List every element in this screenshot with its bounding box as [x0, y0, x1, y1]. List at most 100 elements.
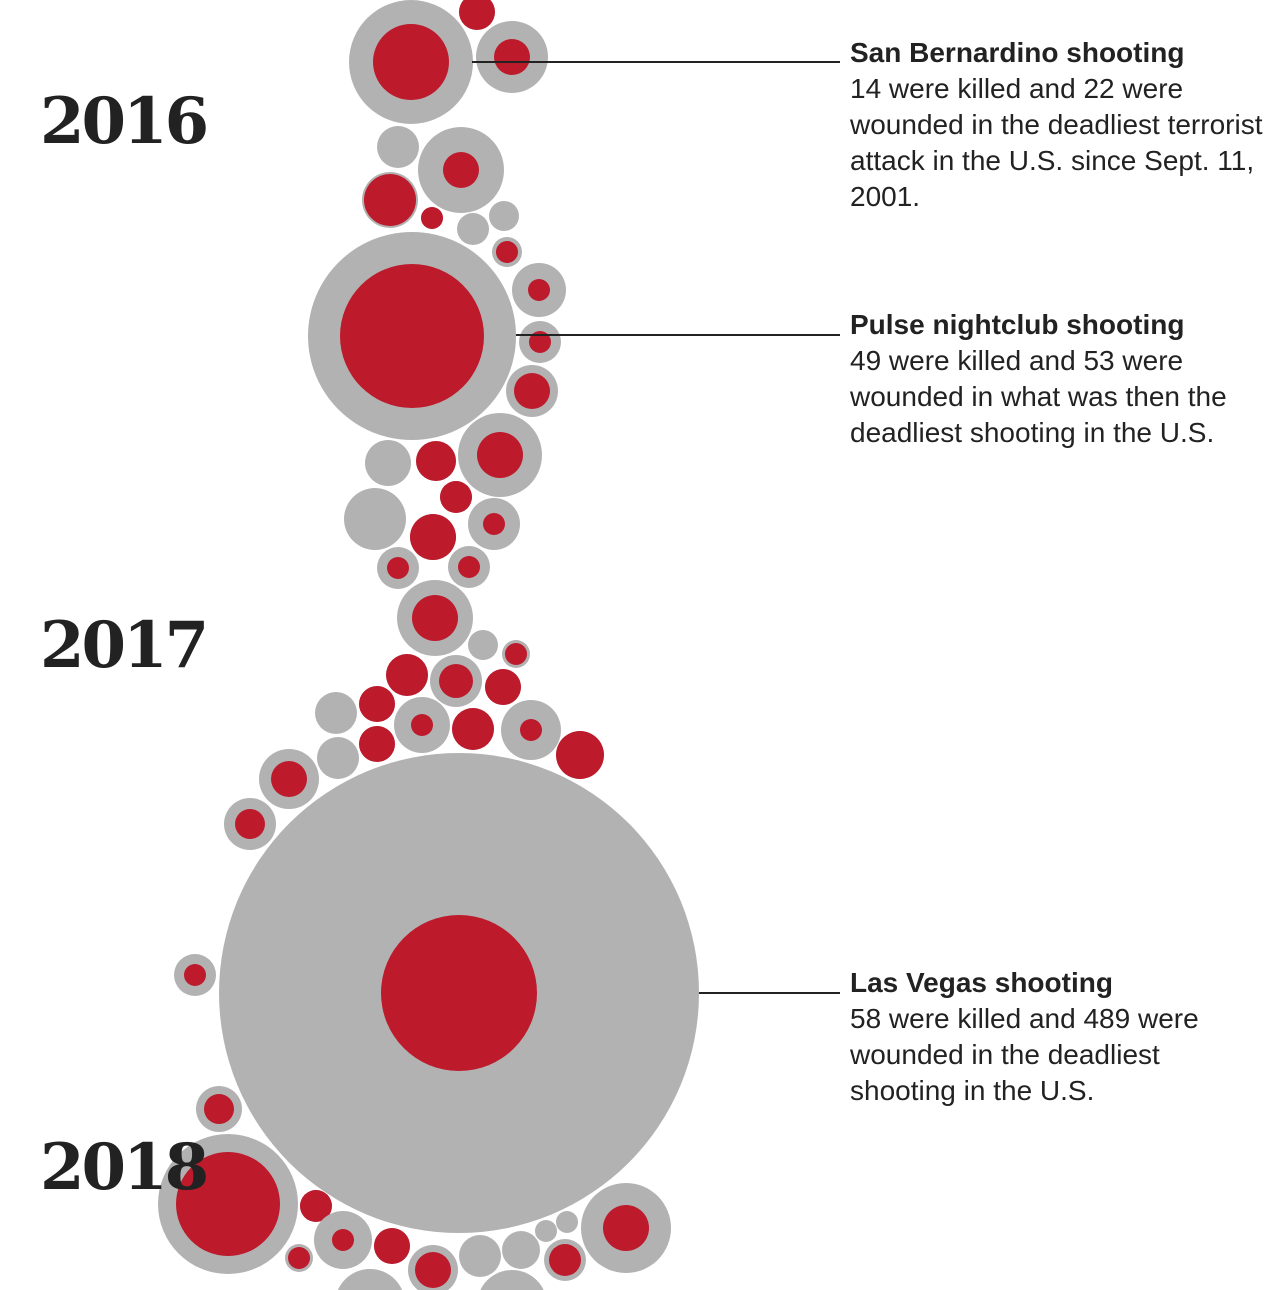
shooting-bubble [502, 640, 530, 668]
killed-circle [514, 373, 550, 409]
killed-circle [458, 556, 480, 578]
killed-circle [556, 731, 604, 779]
shooting-bubble [501, 700, 561, 760]
killed-circle [415, 1252, 451, 1288]
killed-circle [410, 514, 456, 560]
shooting-bubble [308, 232, 516, 440]
shooting-bubble [512, 263, 566, 317]
shooting-bubble [315, 692, 357, 734]
year-label-2017: 2017 [40, 608, 209, 683]
killed-circle [421, 207, 443, 229]
shooting-bubble [359, 726, 395, 762]
shooting-bubble [377, 547, 419, 589]
shooting-bubble [519, 321, 561, 363]
total-victims-circle [459, 1235, 501, 1277]
total-victims-circle [556, 1211, 578, 1233]
killed-circle [494, 39, 530, 75]
shooting-bubble [430, 655, 482, 707]
annotation-title: Las Vegas shooting [850, 967, 1113, 998]
total-victims-circle [468, 630, 498, 660]
year-label-2016: 2016 [40, 84, 209, 159]
shooting-bubble [314, 1211, 372, 1269]
killed-circle [374, 1228, 410, 1264]
total-victims-circle [480, 1270, 544, 1290]
total-victims-circle [344, 488, 406, 550]
killed-circle [300, 1190, 332, 1222]
total-victims-circle [489, 201, 519, 231]
killed-circle [288, 1247, 310, 1269]
shooting-bubble [440, 481, 472, 513]
killed-circle [340, 264, 484, 408]
total-victims-circle [337, 1269, 403, 1290]
killed-circle [459, 0, 495, 30]
shooting-bubble [344, 488, 406, 550]
killed-circle [386, 654, 428, 696]
killed-circle [439, 664, 473, 698]
killed-circle [411, 714, 433, 736]
total-victims-circle [365, 440, 411, 486]
shooting-bubble [359, 686, 395, 722]
shooting-bubble [448, 546, 490, 588]
killed-circle [359, 686, 395, 722]
killed-circle [477, 432, 523, 478]
shooting-bubble [394, 697, 450, 753]
shooting-bubble [174, 954, 216, 996]
shooting-bubble [259, 749, 319, 809]
killed-circle [387, 557, 409, 579]
shooting-bubble [485, 669, 521, 705]
shooting-bubble [408, 1245, 458, 1290]
killed-circle [549, 1244, 581, 1276]
shooting-bubble [377, 126, 419, 168]
killed-circle [496, 241, 518, 263]
shooting-bubble [285, 1244, 313, 1272]
shooting-bubble [492, 237, 522, 267]
killed-circle [505, 643, 527, 665]
shooting-bubble [219, 753, 699, 1233]
killed-circle [416, 441, 456, 481]
shooting-bubble [556, 731, 604, 779]
shooting-bubble [556, 1211, 578, 1233]
killed-circle [520, 719, 542, 741]
killed-circle [373, 24, 449, 100]
annotation-text: 49 were killed and 53 were wounded in wh… [850, 345, 1227, 448]
shooting-bubble [457, 213, 489, 245]
killed-circle [440, 481, 472, 513]
shooting-bubble [506, 365, 558, 417]
killed-circle [529, 331, 551, 353]
killed-circle [603, 1205, 649, 1251]
shooting-bubble [196, 1086, 242, 1132]
shooting-bubble [502, 1231, 540, 1269]
annotation-las-vegas: Las Vegas shooting 58 were killed and 48… [850, 965, 1270, 1109]
shooting-bubble [362, 172, 418, 228]
shooting-bubble [337, 1269, 403, 1290]
shooting-bubble [544, 1239, 586, 1281]
shooting-bubble [300, 1190, 332, 1222]
killed-circle [184, 964, 206, 986]
killed-circle [332, 1229, 354, 1251]
shooting-bubble [349, 0, 473, 124]
total-victims-circle [315, 692, 357, 734]
shooting-bubble [468, 498, 520, 550]
killed-circle [485, 669, 521, 705]
killed-circle [443, 152, 479, 188]
shooting-bubble [459, 1235, 501, 1277]
shooting-bubble [468, 630, 498, 660]
killed-circle [528, 279, 550, 301]
killed-circle [483, 513, 505, 535]
shooting-bubble [421, 207, 443, 229]
total-victims-circle [457, 213, 489, 245]
killed-circle [271, 761, 307, 797]
shooting-bubble [535, 1220, 557, 1242]
killed-circle [412, 595, 458, 641]
killed-circle [381, 915, 537, 1071]
shooting-bubble [452, 708, 494, 750]
shooting-bubble [489, 201, 519, 231]
total-victims-circle [377, 126, 419, 168]
annotation-san-bernardino: San Bernardino shooting 14 were killed a… [850, 35, 1270, 215]
shooting-bubble [418, 127, 504, 213]
shooting-bubble [581, 1183, 671, 1273]
total-victims-circle [535, 1220, 557, 1242]
shooting-bubble [224, 798, 276, 850]
